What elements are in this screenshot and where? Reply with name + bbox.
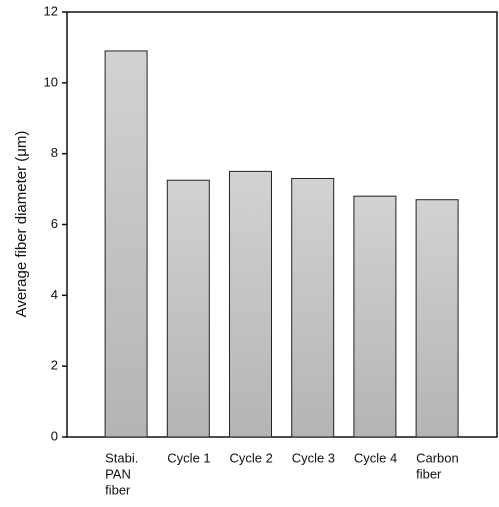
- y-axis-label: Average fiber diameter (μm): [13, 131, 30, 318]
- x-tick-label: PAN: [105, 466, 131, 481]
- x-tick-label: Stabi.: [105, 450, 138, 465]
- y-tick-label: 12: [44, 3, 58, 18]
- x-tick-label: fiber: [416, 466, 442, 481]
- x-tick-label: Cycle 3: [292, 450, 335, 465]
- bar: [353, 195, 397, 438]
- y-tick-label: 0: [51, 428, 58, 443]
- x-tick-label: Cycle 4: [354, 450, 397, 465]
- bar: [415, 199, 459, 438]
- y-tick-label: 10: [44, 74, 58, 89]
- x-tick-label: fiber: [105, 482, 131, 497]
- y-tick-label: 2: [51, 358, 58, 373]
- bar: [166, 179, 210, 438]
- y-tick-label: 4: [51, 287, 58, 302]
- bar: [229, 170, 272, 438]
- bar: [104, 50, 148, 438]
- y-tick-label: 8: [51, 145, 58, 160]
- x-tick-label: Cycle 1: [167, 450, 210, 465]
- y-tick-label: 6: [51, 216, 58, 231]
- x-tick-label: Cycle 2: [230, 450, 273, 465]
- x-tick-label: Carbon: [416, 450, 459, 465]
- bar: [291, 177, 335, 438]
